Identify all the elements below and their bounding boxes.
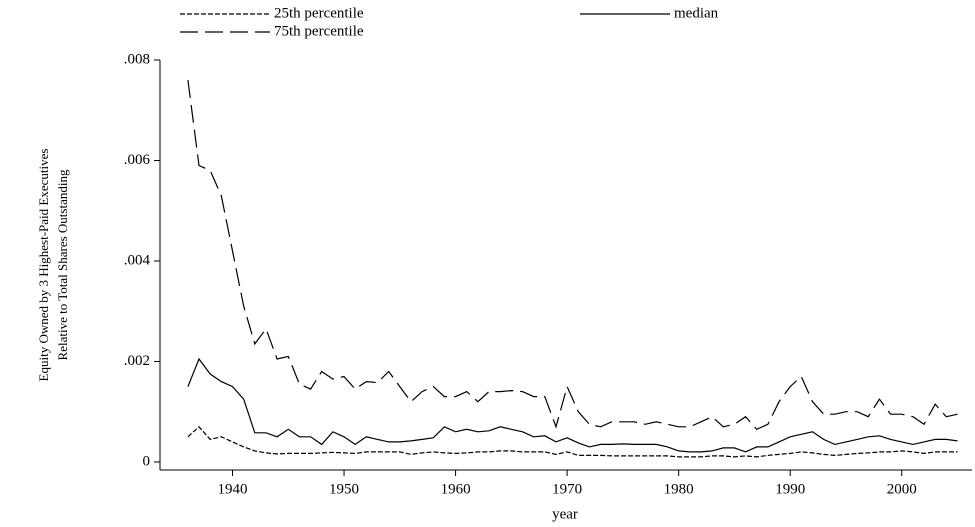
x-tick-label: 1940 (218, 481, 248, 497)
x-tick-label: 1960 (441, 481, 471, 497)
y-axis-label: Equity Owned by 3 Highest-Paid Executive… (36, 149, 51, 382)
x-tick-label: 1990 (775, 481, 805, 497)
series-line (187, 425, 958, 458)
y-tick-label: .006 (124, 152, 151, 168)
series-line (187, 80, 958, 431)
x-tick-label: 1980 (664, 481, 694, 497)
x-tick-label: 1950 (329, 481, 359, 497)
y-tick-label: 0 (143, 453, 151, 469)
legend-label: 75th percentile (274, 23, 364, 39)
x-axis-label: year (552, 506, 578, 522)
y-tick-label: .004 (124, 252, 151, 268)
legend-label: 25th percentile (274, 5, 364, 21)
x-tick-label: 1970 (552, 481, 582, 497)
y-tick-label: .008 (124, 51, 150, 67)
y-axis-label: Relative to Total Shares Outstanding (55, 169, 70, 360)
legend-label: median (674, 5, 719, 21)
series-line (187, 357, 958, 453)
x-tick-label: 2000 (887, 481, 917, 497)
y-tick-label: .002 (124, 353, 150, 369)
